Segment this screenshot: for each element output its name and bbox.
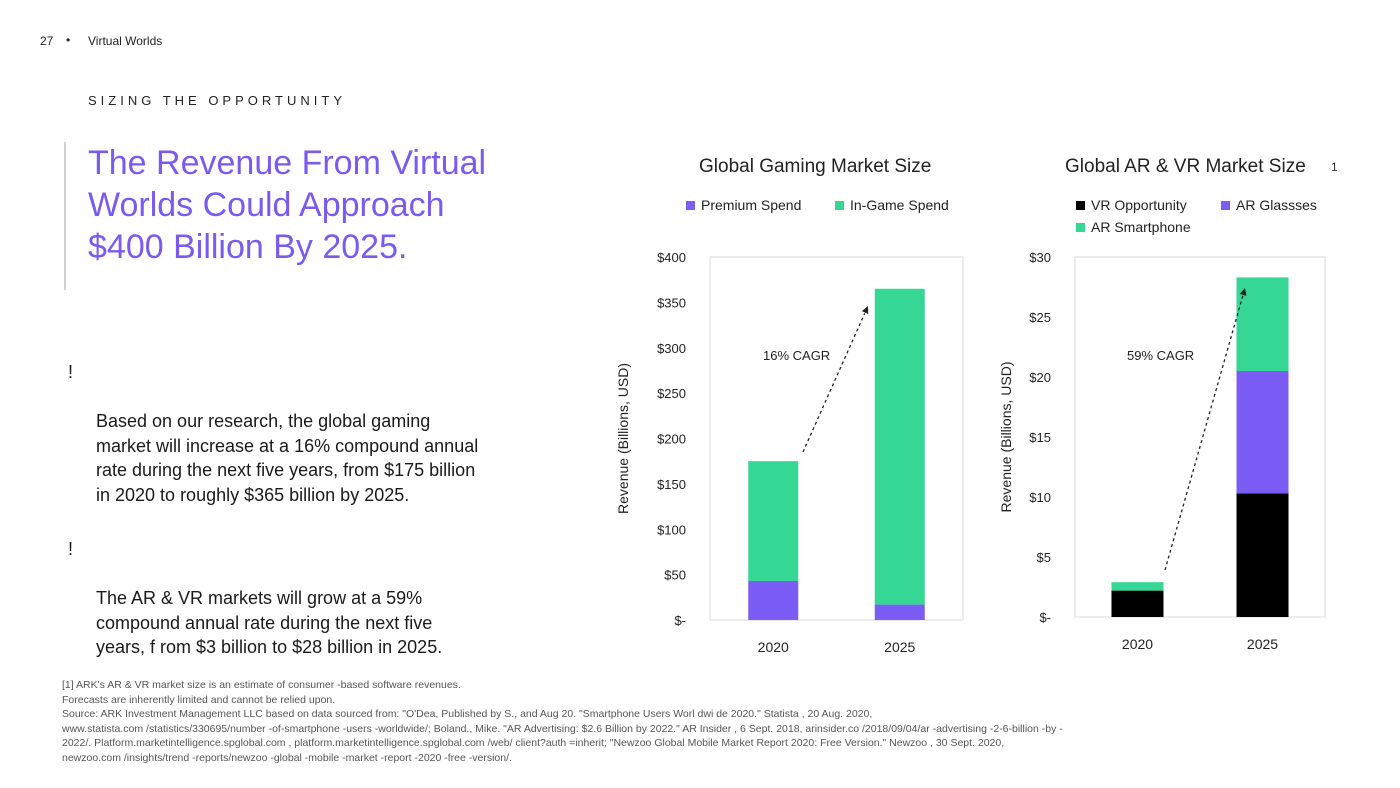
bullet-text: The AR & VR markets will grow at a 59% c… bbox=[96, 588, 443, 657]
legend-swatch bbox=[1221, 200, 1230, 210]
cagr-annotation: 16% CAGR bbox=[763, 348, 830, 363]
cagr-arrow-line bbox=[1164, 295, 1244, 571]
bullet-mark: ! bbox=[68, 539, 74, 559]
arvr-market-chart: $- $5 $10 $15 $20 $25 $30 Revenue (Billions, US… bbox=[998, 250, 1326, 652]
headline-accent-bar bbox=[64, 142, 66, 290]
y-tick-label: $250 bbox=[657, 386, 686, 401]
cagr-annotation: 59% CAGR bbox=[1127, 348, 1194, 363]
section-label: SIZING THE OPPORTUNITY bbox=[88, 93, 346, 108]
cagr-arrow-head bbox=[1239, 288, 1247, 296]
y-tick-label: $300 bbox=[657, 341, 686, 356]
bar-segment bbox=[748, 461, 799, 581]
bar-segment bbox=[1236, 371, 1289, 494]
legend-label: VR Opportunity bbox=[1091, 197, 1187, 213]
y-tick-label: $5 bbox=[1037, 550, 1051, 565]
footnotes: [1] ARK's AR & VR market size is an esti… bbox=[62, 679, 1063, 764]
y-tick-label: $100 bbox=[657, 522, 686, 537]
y-axis-label: Revenue (Billions, USD) bbox=[615, 363, 631, 514]
bullet-text: Based on our research, the global gaming… bbox=[96, 411, 479, 505]
bar-segment bbox=[1111, 582, 1164, 591]
plot-area-frame bbox=[709, 256, 964, 621]
legend-swatch bbox=[835, 200, 844, 210]
bar-segment bbox=[874, 604, 925, 620]
cagr-arrow-line bbox=[802, 313, 866, 453]
x-tick-label: 2025 bbox=[1247, 636, 1278, 652]
bar-segment bbox=[1111, 590, 1164, 617]
y-tick-label: $15 bbox=[1029, 430, 1051, 445]
page-number: 27 bbox=[40, 34, 54, 48]
bar-segment bbox=[874, 288, 925, 605]
y-tick-label: $400 bbox=[657, 250, 686, 265]
legend-label: AR Glassses bbox=[1236, 197, 1317, 213]
bar-segment bbox=[1236, 493, 1289, 617]
x-tick-label: 2020 bbox=[1122, 636, 1153, 652]
arvr-chart-title: Global AR & VR Market Size bbox=[1065, 156, 1306, 177]
legend-swatch bbox=[1076, 200, 1085, 210]
gaming-legend-ingame: In-Game Spend bbox=[835, 197, 949, 213]
bullet-list: ! Based on our research, the global gami… bbox=[68, 360, 588, 690]
cagr-arrow-head bbox=[861, 306, 869, 314]
y-tick-label: $350 bbox=[657, 295, 686, 310]
bullet-item: ! Based on our research, the global gami… bbox=[68, 360, 588, 507]
y-axis-label: Revenue (Billions, USD) bbox=[998, 362, 1014, 513]
y-tick-label: $- bbox=[674, 613, 686, 628]
page-headline: The Revenue From Virtual Worlds Could Ap… bbox=[88, 144, 487, 266]
y-tick-label: $25 bbox=[1029, 310, 1051, 325]
legend-swatch bbox=[686, 200, 695, 210]
plot-area-frame bbox=[1074, 256, 1326, 618]
y-tick-label: $30 bbox=[1029, 250, 1051, 265]
arvr-legend-ar-glasses: AR Glassses bbox=[1221, 197, 1317, 213]
bullet-item: ! The AR & VR markets will grow at a 59%… bbox=[68, 537, 588, 660]
legend-label: Premium Spend bbox=[701, 197, 802, 213]
y-tick-label: $20 bbox=[1029, 370, 1051, 385]
arvr-legend-ar-smartphone: AR Smartphone bbox=[1076, 219, 1191, 235]
legend-swatch bbox=[1076, 222, 1085, 232]
legend-label: In-Game Spend bbox=[850, 197, 949, 213]
y-tick-label: $50 bbox=[664, 568, 686, 583]
x-tick-label: 2020 bbox=[758, 639, 789, 655]
bullet-mark: ! bbox=[68, 362, 74, 382]
y-tick-label: $10 bbox=[1029, 490, 1051, 505]
gaming-legend-premium: Premium Spend bbox=[686, 197, 801, 213]
header-separator: • bbox=[66, 33, 71, 47]
header-title: Virtual Worlds bbox=[88, 34, 163, 48]
y-tick-label: $150 bbox=[657, 477, 686, 492]
x-tick-label: 2025 bbox=[884, 639, 915, 655]
y-tick-label: $- bbox=[1039, 610, 1051, 625]
footnote-reference: 1 bbox=[1331, 160, 1338, 174]
gaming-chart-title: Global Gaming Market Size bbox=[699, 156, 932, 177]
y-tick-label: $200 bbox=[657, 432, 686, 447]
legend-label: AR Smartphone bbox=[1091, 219, 1191, 235]
gaming-market-chart: $- $50 $100 $150 $200 $250 $300 $350 $400 Revenue… bbox=[615, 250, 964, 655]
arvr-legend-vr: VR Opportunity bbox=[1076, 197, 1187, 213]
bar-segment bbox=[748, 580, 799, 620]
